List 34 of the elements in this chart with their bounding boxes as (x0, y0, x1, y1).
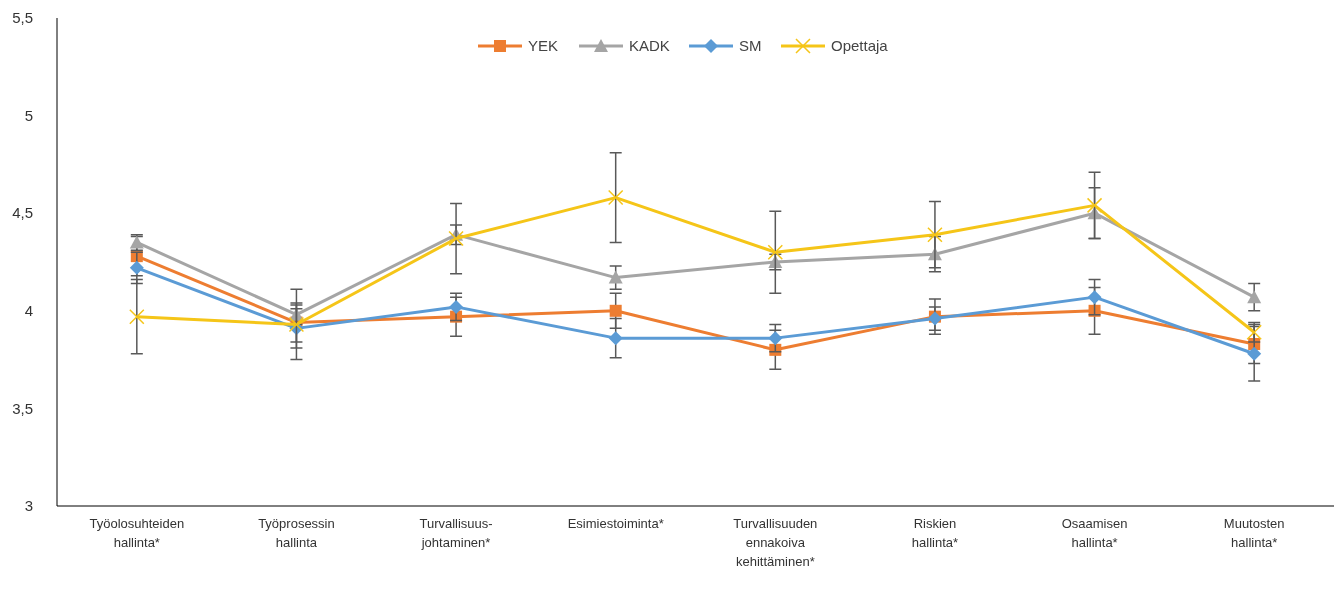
point (927, 226, 943, 243)
legend-label: Opettaja (831, 37, 889, 55)
point (768, 331, 783, 346)
legend-label: SM (739, 37, 762, 55)
x-tick-label: Esimiestoiminta* (567, 516, 664, 531)
point (129, 308, 145, 325)
point (609, 304, 622, 317)
y-tick-label: 4 (24, 302, 33, 320)
x-tick-label: Osaamisen hallinta* (1061, 516, 1128, 550)
x-tick-label: Turvallisuus-johtaminen* (419, 516, 493, 550)
y-tick-label: 4,5 (12, 204, 33, 222)
x-tick-label: Työprosessin hallinta (258, 516, 335, 550)
point (129, 260, 144, 275)
legend-label: KADK (629, 37, 670, 55)
point (608, 331, 623, 346)
legend-label: YEK (528, 37, 559, 55)
y-tick-label: 3 (24, 497, 33, 515)
y-tick-label: 5 (24, 106, 33, 124)
x-tick-label: Työolosuhteiden hallinta* (89, 516, 185, 550)
point (1247, 346, 1262, 361)
point (288, 316, 305, 333)
point (767, 244, 784, 260)
point (449, 299, 464, 314)
y-tick-label: 5,5 (12, 9, 33, 27)
y-tick-label: 3,5 (12, 399, 33, 417)
point (1247, 290, 1262, 304)
point (1086, 197, 1103, 214)
point (448, 230, 464, 247)
x-tick-label: Muutosten hallinta* (1223, 516, 1285, 550)
point (607, 189, 624, 206)
x-tick-label: Turvallisuuden ennakoiva kehittäminen* (733, 516, 818, 569)
point (608, 270, 623, 284)
x-tick-label: Riskien hallinta* (911, 516, 959, 550)
point (1087, 290, 1102, 305)
